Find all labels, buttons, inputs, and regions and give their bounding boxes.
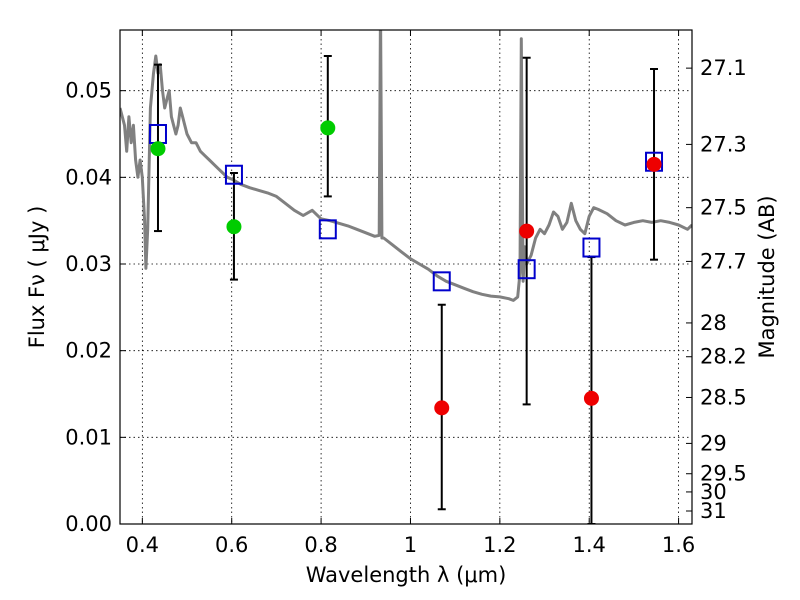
x-tick-label: 0.4 [126, 533, 159, 557]
magnitude-tick-label: 30 [700, 480, 727, 504]
magnitude-tick-label: 27.1 [700, 56, 747, 80]
model-photometry-square [582, 237, 601, 258]
red-data-point [519, 223, 535, 239]
y-tick-label: 0.01 [65, 425, 112, 449]
grid [120, 30, 692, 525]
plot-frame [119, 29, 693, 525]
model-photometry-square [517, 259, 536, 280]
green-data-point [150, 141, 166, 157]
magnitude-tick-label: 29 [700, 431, 727, 455]
x-tick-label: 1 [404, 533, 417, 557]
y-axis-label: Flux Fν ( μJy ) [25, 206, 49, 349]
x-tick-label: 1.6 [662, 533, 695, 557]
model-photometry-square [224, 164, 243, 185]
x-tick-label: 1.2 [483, 533, 516, 557]
red-data-point [646, 156, 662, 172]
magnitude-tick-label: 27.3 [700, 132, 747, 156]
green-data-point [320, 120, 336, 136]
magnitude-tick-label: 28 [700, 311, 727, 335]
x-axis-label: Wavelength λ (μm) [306, 563, 507, 587]
red-data-point [583, 390, 599, 406]
magnitude-tick-label: 28.5 [700, 385, 747, 409]
x-tick-label: 1.4 [573, 533, 606, 557]
data-points [148, 120, 664, 416]
y-tick-label: 0.05 [65, 79, 112, 103]
magnitude-tick-label: 28.2 [700, 345, 747, 369]
y-tick-label: 0.03 [65, 252, 112, 276]
magnitude-tick-label: 31 [700, 499, 727, 523]
y-tick-label: 0.02 [65, 339, 112, 363]
error-bars [153, 55, 659, 524]
sed-line-path [120, 30, 692, 302]
y-axis-ticks: 0.00 0.01 0.02 0.03 0.04 0.05 [65, 79, 126, 536]
magnitude-tick-label: 29.5 [700, 462, 747, 486]
red-data-point [434, 400, 450, 416]
magnitude-axis-label: Magnitude (AB) [755, 195, 779, 358]
model-photometry-square [432, 271, 451, 292]
x-tick-label: 0.6 [215, 533, 248, 557]
y-tick-label: 0.04 [65, 165, 112, 189]
green-data-point [226, 219, 242, 235]
model-photometry-square [318, 219, 337, 240]
x-axis-ticks: 0.4 0.6 0.8 1 1.2 1.4 1.6 [126, 30, 695, 557]
magnitude-tick-label: 27.7 [700, 249, 747, 273]
x-tick-label: 0.8 [304, 533, 337, 557]
magnitude-tick-label: 27.5 [700, 196, 747, 220]
model-sed-line [120, 30, 692, 302]
y-tick-label: 0.00 [65, 512, 112, 536]
